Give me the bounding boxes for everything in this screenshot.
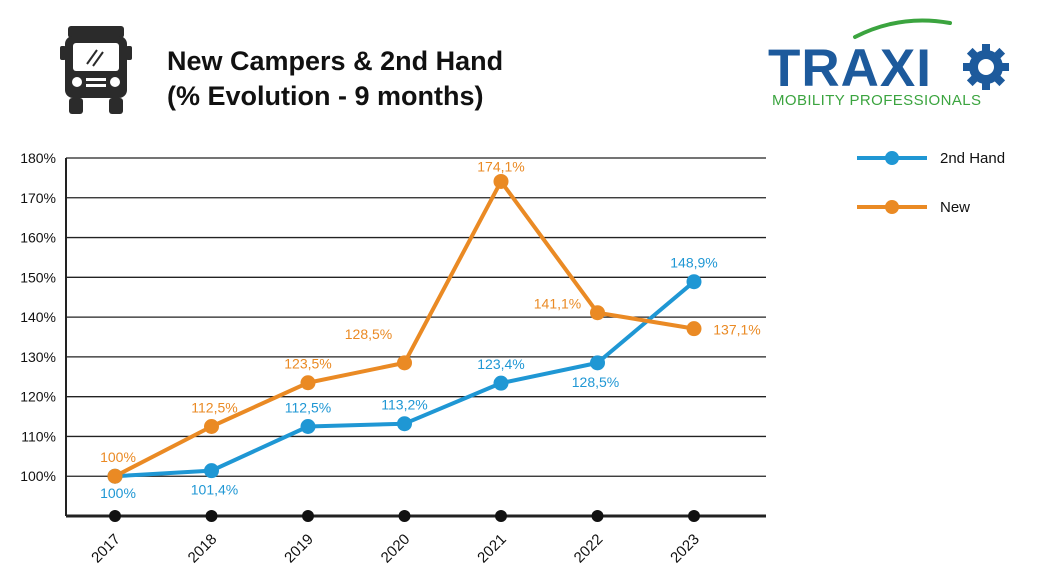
data-label-2nd-hand: 123,4% bbox=[477, 356, 524, 372]
x-tick-marker bbox=[688, 510, 700, 522]
data-label-new: 128,5% bbox=[345, 326, 392, 342]
data-point-2nd-hand bbox=[590, 355, 605, 371]
logo-tagline: MOBILITY PROFESSIONALS bbox=[772, 92, 982, 109]
gear-icon bbox=[963, 44, 1009, 90]
y-tick-label: 120% bbox=[20, 389, 56, 405]
data-point-2nd-hand bbox=[204, 463, 219, 479]
data-point-new bbox=[397, 355, 412, 371]
x-tick-label: 2023 bbox=[667, 531, 703, 567]
y-tick-label: 110% bbox=[21, 428, 56, 444]
x-tick-label: 2017 bbox=[88, 531, 124, 567]
logo-wordmark: TRAXI bbox=[768, 39, 932, 95]
x-tick-marker bbox=[495, 510, 507, 522]
legend-swatch-new bbox=[857, 200, 927, 214]
data-label-2nd-hand: 100% bbox=[100, 485, 136, 501]
y-tick-label: 100% bbox=[20, 468, 56, 484]
data-label-2nd-hand: 112,5% bbox=[285, 400, 331, 416]
x-tick-marker bbox=[591, 510, 604, 522]
legend-label-2nd-hand: 2nd Hand bbox=[940, 150, 1006, 167]
data-point-new bbox=[300, 375, 316, 391]
data-point-2nd-hand bbox=[397, 416, 412, 432]
data-point-new bbox=[590, 305, 605, 321]
data-label-new: 137,1% bbox=[713, 322, 760, 338]
y-tick-label: 180% bbox=[20, 150, 56, 166]
x-tick-marker bbox=[302, 510, 314, 522]
x-tick-label: 2021 bbox=[474, 531, 510, 567]
data-point-new bbox=[686, 321, 702, 337]
y-tick-label: 140% bbox=[20, 309, 56, 325]
series-line-new bbox=[114, 179, 695, 479]
data-label-2nd-hand: 128,5% bbox=[572, 374, 619, 390]
data-label-new: 141,1% bbox=[534, 296, 581, 312]
data-label-2nd-hand: 101,4% bbox=[191, 482, 238, 498]
x-tick-marker bbox=[109, 510, 121, 522]
data-label-new: 100% bbox=[100, 449, 136, 465]
data-point-2nd-hand bbox=[493, 375, 509, 391]
x-tick-label: 2022 bbox=[571, 531, 607, 567]
x-tick-label: 2020 bbox=[378, 531, 414, 567]
x-tick-label: 2018 bbox=[185, 531, 221, 567]
traxio-logo: TRAXI bbox=[760, 10, 1020, 100]
x-tick-marker bbox=[205, 510, 218, 522]
y-tick-label: 170% bbox=[20, 190, 56, 206]
legend-swatch-2nd-hand bbox=[857, 151, 927, 165]
camper-van-icon bbox=[60, 26, 132, 123]
x-tick-label: 2019 bbox=[281, 531, 317, 567]
data-point-new bbox=[493, 173, 509, 189]
data-label-new: 123,5% bbox=[284, 356, 331, 372]
y-tick-label: 150% bbox=[20, 269, 56, 285]
data-label-new: 112,5% bbox=[191, 400, 237, 416]
data-label-new: 174,1% bbox=[477, 158, 524, 174]
chart-title: New Campers & 2nd Hand (% Evolution - 9 … bbox=[167, 44, 503, 114]
data-point-2nd-hand bbox=[300, 419, 316, 434]
chart-title-line2: (% Evolution - 9 months) bbox=[167, 81, 484, 111]
data-point-new bbox=[107, 468, 123, 484]
y-tick-label: 160% bbox=[20, 230, 56, 246]
chart-title-line1: New Campers & 2nd Hand bbox=[167, 46, 504, 76]
data-label-2nd-hand: 113,2% bbox=[381, 397, 427, 413]
y-tick-label: 130% bbox=[20, 349, 56, 365]
x-tick-marker bbox=[398, 510, 411, 522]
data-point-new bbox=[204, 419, 219, 434]
data-label-2nd-hand: 148,9% bbox=[670, 255, 717, 271]
legend-label-new: New bbox=[940, 199, 971, 216]
data-point-2nd-hand bbox=[686, 274, 702, 290]
